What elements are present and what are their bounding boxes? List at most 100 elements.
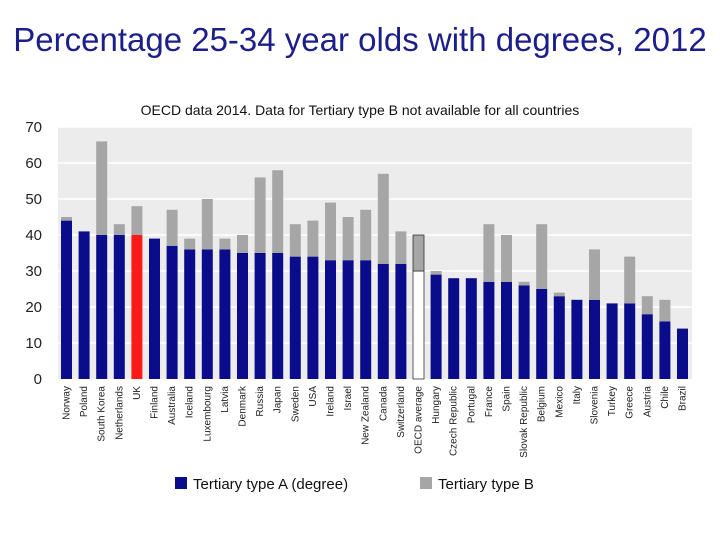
bar-type-a <box>589 299 600 379</box>
bar-type-b <box>166 209 178 246</box>
bar-type-b <box>237 235 248 253</box>
bar-type-b <box>377 173 389 264</box>
x-tick-label: Denmark <box>238 385 249 427</box>
x-tick-label: Brazil <box>678 386 689 411</box>
bar-type-a <box>448 278 460 379</box>
bar-type-b <box>501 235 512 282</box>
bar-type-b <box>483 224 495 282</box>
x-tick-label: Hungary <box>431 386 442 424</box>
y-tick-label: 20 <box>25 299 42 316</box>
bar-type-b <box>641 296 653 315</box>
bar-type-a <box>659 321 671 379</box>
bar-type-b <box>553 292 565 297</box>
plot-area <box>58 127 692 379</box>
bar-type-b <box>430 271 442 275</box>
bar-type-b <box>589 249 600 300</box>
y-tick-label: 60 <box>25 155 42 172</box>
x-tick-label: Canada <box>378 386 389 421</box>
bar-type-a <box>536 289 548 379</box>
bar-type-b <box>254 177 266 253</box>
x-axis: Norway Poland South Korea Netherlands UK Finl… <box>62 385 689 458</box>
bar-type-b <box>518 281 530 286</box>
x-tick-label: Israel <box>343 386 354 410</box>
bar-type-a <box>184 249 196 379</box>
x-tick-label: Slovenia <box>590 386 601 425</box>
bar-type-b <box>360 209 372 261</box>
chart-title: Percentage 25-34 year olds with degrees,… <box>13 21 707 58</box>
bar-type-a <box>113 235 125 379</box>
y-tick-label: 70 <box>25 119 42 136</box>
x-tick-label: Chile <box>660 386 671 409</box>
legend-swatch <box>175 477 187 489</box>
bar-type-a <box>360 260 372 379</box>
x-tick-label: Slovak Republic <box>519 386 530 458</box>
grid-lines <box>58 126 692 344</box>
bar-type-a <box>166 245 178 379</box>
bar-type-a <box>624 303 636 379</box>
bar-type-a <box>254 253 266 379</box>
x-tick-label: Luxembourg <box>202 386 213 442</box>
x-tick-label: South Korea <box>97 386 108 442</box>
x-tick-label: Czech Republic <box>449 386 460 456</box>
bar-type-a <box>325 260 336 379</box>
x-tick-label: Australia <box>167 386 178 425</box>
bar-type-a <box>272 253 284 379</box>
y-tick-label: 40 <box>25 227 42 244</box>
bar-type-b <box>219 238 231 250</box>
x-tick-label: USA <box>308 386 319 407</box>
bar-type-b <box>624 256 636 304</box>
bar-type-a <box>61 220 72 379</box>
bar-type-a <box>377 263 389 379</box>
bar-type-a <box>219 249 231 379</box>
x-tick-label: Portugal <box>466 386 477 423</box>
y-tick-label: 0 <box>34 371 42 388</box>
x-tick-label: Japan <box>273 386 284 413</box>
bar-type-b <box>536 224 548 289</box>
bar-type-a <box>412 270 425 380</box>
chart-subtitle: OECD data 2014. Data for Tertiary type B… <box>140 102 580 118</box>
x-tick-label: Austria <box>642 386 653 418</box>
bar-type-a <box>465 278 477 379</box>
bar-type-a <box>501 281 512 379</box>
x-tick-label: Netherlands <box>114 386 125 440</box>
bar-type-b <box>307 220 319 257</box>
bar-type-a <box>677 328 688 379</box>
bar-type-b <box>325 202 336 261</box>
bar-type-b <box>201 199 213 250</box>
x-tick-label: New Zealand <box>361 386 372 445</box>
legend-label: Tertiary type A (degree) <box>193 476 348 493</box>
bar-type-b <box>289 224 301 257</box>
x-tick-label: OECD average <box>414 386 425 454</box>
x-tick-label: Norway <box>62 386 73 420</box>
x-tick-label: Finland <box>150 386 161 419</box>
x-tick-label: Switzerland <box>396 386 407 438</box>
bar-type-a <box>289 256 301 379</box>
bar-type-b <box>96 141 108 235</box>
bar-type-a <box>641 314 653 379</box>
x-tick-label: Italy <box>572 386 583 404</box>
y-tick-label: 50 <box>25 191 42 208</box>
bar-type-b <box>659 299 671 322</box>
bar-type-b <box>113 224 125 235</box>
x-tick-label: Sweden <box>290 386 301 422</box>
x-tick-label: Russia <box>255 386 266 417</box>
y-axis: 0 10 20 30 40 50 60 70 <box>25 119 42 388</box>
bar-type-b <box>184 238 196 250</box>
bar-type-a <box>96 235 108 379</box>
x-tick-label: Poland <box>79 386 90 417</box>
x-tick-label: France <box>484 386 495 418</box>
bar-type-a <box>131 235 143 379</box>
y-tick-label: 30 <box>25 263 42 280</box>
bar-type-a <box>571 299 583 379</box>
x-tick-label: Belgium <box>537 386 548 422</box>
y-tick-label: 10 <box>25 335 42 352</box>
x-tick-label: Latvia <box>220 386 231 413</box>
bar-type-a <box>149 238 160 379</box>
bars <box>61 141 688 380</box>
x-tick-label: Greece <box>625 386 636 419</box>
bar-type-b <box>272 170 284 253</box>
bar-type-a <box>78 231 90 379</box>
x-tick-label: UK <box>132 386 143 400</box>
x-tick-label: Spain <box>502 386 513 412</box>
